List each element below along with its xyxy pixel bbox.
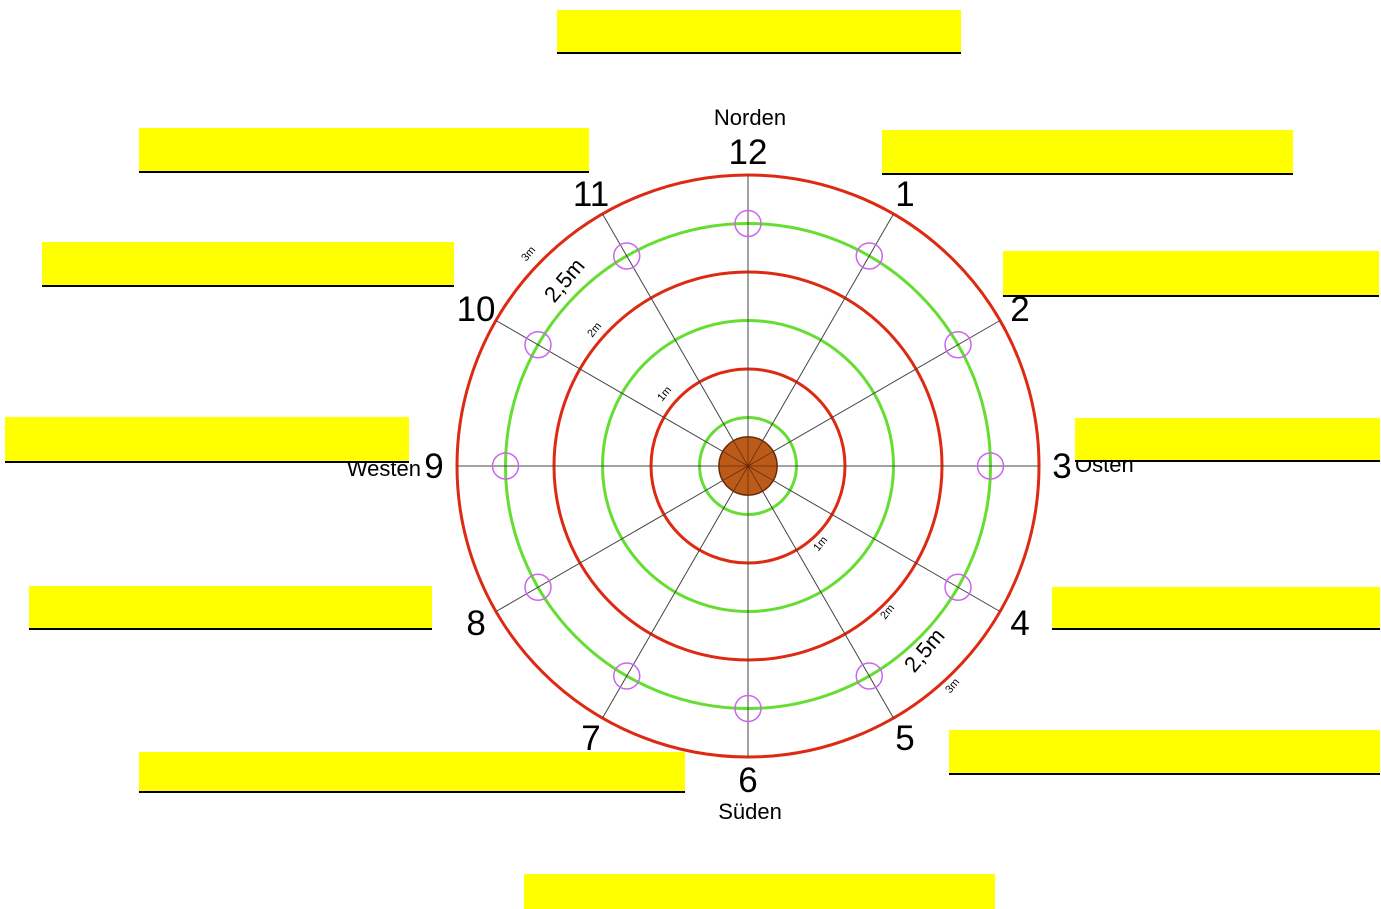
- answer-box-bottom-left[interactable]: [139, 752, 685, 793]
- center-spoke: [747, 465, 763, 492]
- marker-circle: [613, 662, 641, 690]
- clock-number-1: 1: [895, 175, 914, 214]
- center-spoke-lines: [718, 436, 778, 496]
- marker-circle: [524, 331, 552, 359]
- clock-number-6: 6: [738, 761, 757, 800]
- answer-box-top[interactable]: [557, 10, 961, 54]
- spoke-line: [747, 465, 1001, 612]
- clock-number-7: 7: [581, 719, 600, 758]
- radius-label-2-5m-upper: 2,5m: [539, 253, 590, 307]
- center-spoke: [747, 451, 774, 467]
- answer-box-upper-right[interactable]: [882, 130, 1293, 175]
- clock-number-8: 8: [466, 604, 485, 643]
- marker-circle: [944, 573, 972, 601]
- center-spoke: [722, 451, 749, 467]
- spoke-line: [495, 465, 749, 612]
- clock-number-10: 10: [457, 290, 496, 329]
- marker-circle: [855, 242, 883, 270]
- center-spoke: [747, 440, 763, 467]
- marker-circle: [734, 694, 762, 723]
- answer-box-upper-left[interactable]: [139, 128, 589, 173]
- radius-label-1m-upper: 1m: [655, 384, 674, 403]
- spoke-line: [602, 213, 749, 467]
- clock-number-3: 3: [1052, 447, 1071, 486]
- center-spoke: [722, 465, 749, 481]
- north-label: Norden: [714, 105, 786, 130]
- marker-circle: [734, 209, 762, 238]
- answer-box-west[interactable]: [5, 417, 409, 463]
- answer-box-bottom-right[interactable]: [949, 730, 1380, 775]
- marker-circle: [524, 573, 552, 601]
- marker-circle: [976, 452, 1005, 480]
- center-spoke: [733, 440, 749, 467]
- answer-box-lower-right[interactable]: [1052, 587, 1380, 630]
- answer-box-bottom[interactable]: [524, 874, 995, 909]
- marker-circle: [855, 662, 883, 690]
- answer-box-right-2[interactable]: [1003, 251, 1379, 297]
- clock-number-12: 12: [729, 133, 768, 172]
- clock-number-11: 11: [573, 175, 609, 214]
- south-label: Süden: [718, 799, 782, 824]
- spoke-line: [602, 465, 749, 719]
- spoke-line: [747, 320, 1001, 467]
- answer-box-east[interactable]: [1075, 418, 1380, 462]
- answer-box-lower-left[interactable]: [29, 586, 432, 630]
- clock-number-9: 9: [424, 447, 443, 486]
- center-spoke: [747, 465, 774, 481]
- spoke-line: [747, 465, 894, 719]
- center-spoke: [733, 465, 749, 492]
- position-markers: [491, 209, 1005, 723]
- clock-number-2: 2: [1010, 290, 1029, 329]
- marker-circle: [491, 452, 520, 480]
- radius-label-3m-upper: 3m: [519, 244, 538, 263]
- clock-spokes: [457, 175, 1039, 757]
- spoke-line: [495, 320, 749, 467]
- marker-circle: [944, 331, 972, 359]
- marker-circle: [613, 242, 641, 270]
- spoke-line: [747, 213, 894, 467]
- clock-number-5: 5: [895, 719, 914, 758]
- answer-box-left-2[interactable]: [42, 242, 454, 287]
- clock-number-4: 4: [1010, 604, 1029, 643]
